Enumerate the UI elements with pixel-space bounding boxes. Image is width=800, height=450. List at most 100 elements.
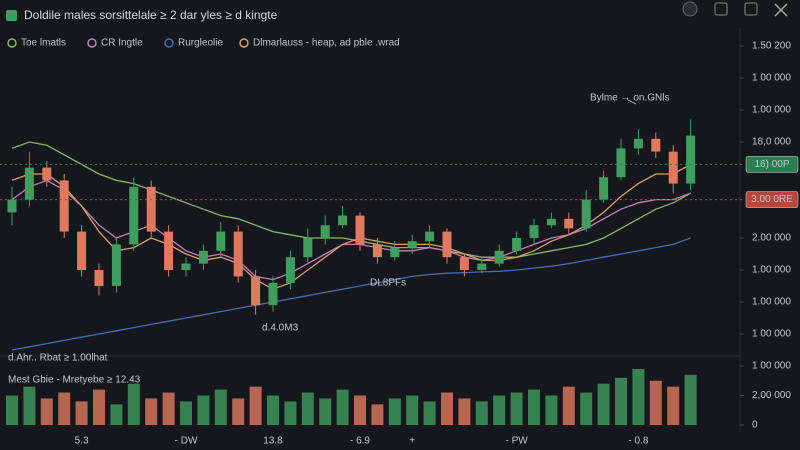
toolbar-button[interactable] — [714, 2, 728, 16]
candle-body — [390, 247, 400, 258]
y-tick-label: 1.00 000 — [752, 265, 791, 276]
volume-bar — [127, 383, 140, 425]
volume-bar — [58, 392, 71, 425]
legend-swatch — [87, 38, 97, 48]
candle-body — [338, 215, 348, 226]
toolbar-button[interactable] — [744, 2, 758, 16]
y-tick-label: 1 00 000 — [752, 73, 791, 84]
candle-body — [372, 244, 382, 258]
legend-label: CR Ingtle — [101, 38, 143, 49]
candle-body — [268, 282, 278, 306]
volume-bar — [510, 392, 523, 425]
volume-bar — [493, 395, 506, 425]
candle-body — [164, 231, 174, 270]
candle-body — [581, 199, 591, 229]
candle-body — [477, 263, 487, 270]
candle-body — [407, 241, 417, 248]
ma-line — [11, 141, 691, 258]
annotation: d.Ahr.. Rbat ≥ 1.00lhat — [8, 353, 108, 364]
volume-bar — [371, 404, 384, 425]
volume-bar — [545, 395, 558, 425]
volume-bar — [354, 395, 366, 425]
candle-body — [216, 231, 226, 251]
legend-label: Toe lmatls — [21, 38, 66, 49]
volume-bar — [214, 389, 227, 425]
candle-body — [320, 225, 330, 238]
volume-bar — [632, 368, 645, 425]
price-tag-label: 3.00 0RE — [751, 194, 793, 205]
volume-tick-label: 0 — [752, 420, 758, 431]
volume-bar — [197, 395, 210, 425]
volume-bar — [423, 401, 436, 425]
candle-body — [42, 167, 52, 181]
annotation: Bylme → on.GNls — [590, 93, 669, 104]
y-tick-label: 1.50 200 — [752, 41, 791, 52]
candle-body — [494, 250, 504, 264]
candle-body — [59, 180, 69, 232]
price-tag-label: 16) 00P — [754, 159, 789, 170]
volume-bar — [93, 389, 105, 425]
candle-body — [512, 238, 522, 251]
candle-body — [198, 250, 208, 264]
price-tag — [745, 191, 799, 208]
volume-bar — [597, 383, 610, 425]
candle-body — [94, 270, 104, 286]
candle-body — [425, 231, 435, 242]
annotation-arrow — [627, 99, 637, 105]
volume-bar — [615, 377, 627, 425]
legend-swatch — [7, 38, 17, 48]
x-tick-label: - 6.9 — [350, 436, 370, 447]
candle-body — [111, 244, 121, 286]
legend-swatch — [239, 38, 249, 48]
volume-bar — [232, 398, 245, 425]
chart-title: Doldile males sorsittelale ≥ 2 dar yles … — [24, 8, 278, 22]
volume-bar — [75, 401, 88, 425]
volume-bar — [110, 404, 123, 425]
x-tick-label: 13.8 — [263, 436, 283, 447]
candle-body — [129, 186, 139, 245]
ma-line — [11, 179, 691, 281]
candle-body — [668, 151, 678, 184]
candle-body — [285, 257, 295, 283]
candle-body — [24, 167, 34, 200]
volume-bar — [23, 386, 36, 425]
x-tick-label: + — [409, 436, 415, 447]
candle-body — [355, 215, 365, 245]
y-tick-label: 18,0 000 — [752, 137, 791, 148]
volume-bar — [406, 395, 419, 425]
app-icon — [6, 10, 17, 21]
toolbar-button[interactable] — [682, 1, 698, 17]
volume-bar — [458, 398, 471, 425]
annotation: DL8PFs — [370, 278, 406, 289]
candle-body — [616, 148, 626, 178]
candle-body — [529, 225, 539, 238]
candle-body — [251, 276, 261, 306]
legend-label: Rurgleolie — [178, 38, 223, 49]
candle-body — [459, 257, 469, 270]
x-tick-label: - PW — [505, 436, 528, 447]
y-tick-label: 1.00 000 — [752, 105, 791, 116]
candle-body — [564, 218, 574, 229]
volume-bar — [649, 380, 662, 425]
legend-swatch — [164, 38, 174, 48]
candle-body — [546, 218, 556, 226]
volume-bar — [562, 386, 575, 425]
toolbar — [682, 1, 788, 17]
candle-body — [686, 135, 696, 184]
close-button[interactable] — [774, 3, 788, 17]
y-tick-label: 2.00 000 — [752, 233, 791, 244]
volume-bar — [528, 389, 540, 425]
volume-tick-label: 1 00 000 — [752, 361, 791, 372]
volume-bar — [684, 374, 697, 425]
volume-bar — [180, 401, 192, 425]
candle-body — [651, 138, 661, 152]
volume-bar — [162, 392, 175, 425]
candle-body — [633, 138, 643, 149]
volume-bar — [267, 395, 279, 425]
volume-bar — [319, 398, 332, 425]
y-tick-label: 1.00 000 — [752, 297, 791, 308]
volume-bar — [441, 392, 453, 425]
annotation: d.4.0M3 — [262, 323, 299, 334]
price-tag — [745, 156, 799, 173]
